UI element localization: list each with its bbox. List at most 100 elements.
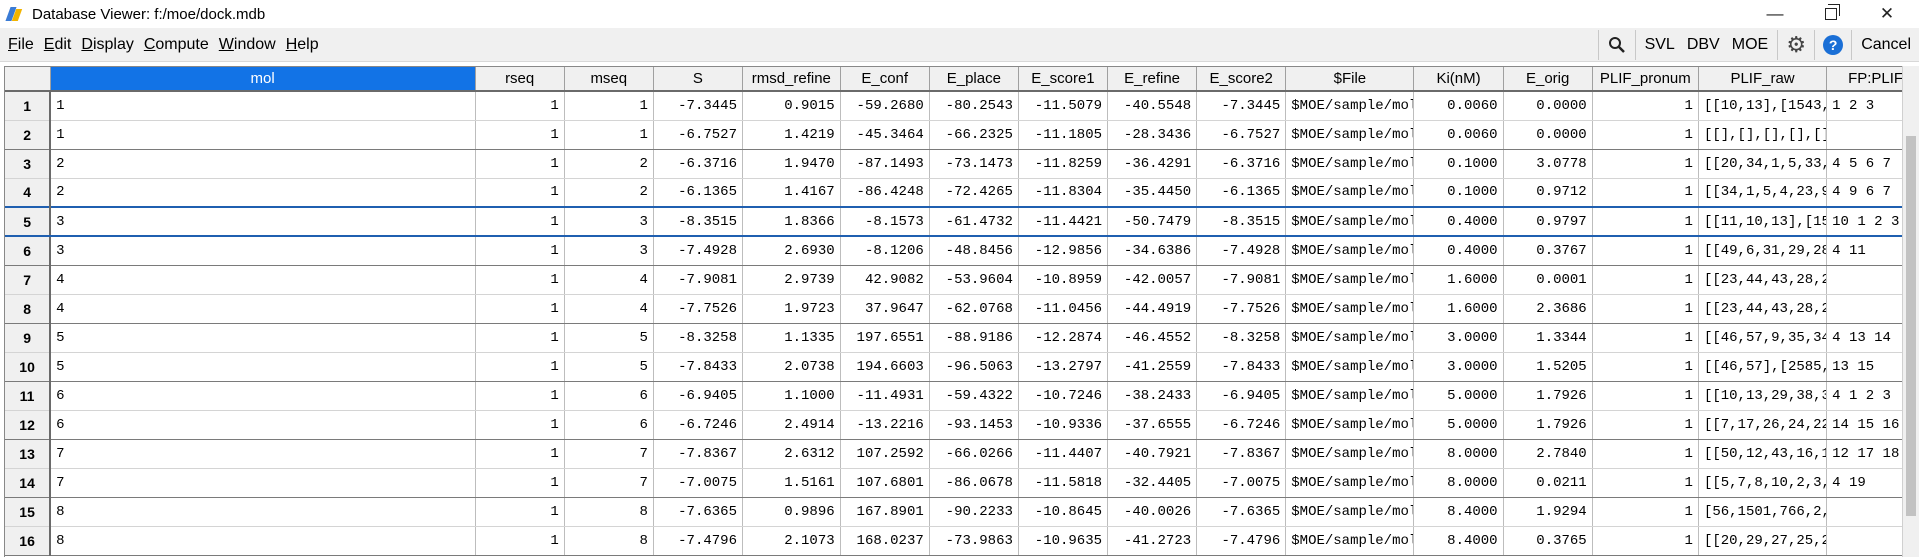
cell-e-score1[interactable]: -10.9635 bbox=[1018, 526, 1109, 556]
cell-e-place[interactable]: -80.2543 bbox=[929, 91, 1019, 121]
cell-e-score2[interactable]: -6.7246 bbox=[1196, 410, 1287, 440]
column-header-rmsd-refine[interactable]: rmsd_refine bbox=[742, 67, 841, 92]
cell-mseq[interactable]: 6 bbox=[564, 381, 654, 411]
cell-fp-plif[interactable]: 4 5 6 7 bbox=[1826, 149, 1902, 179]
cell-fp-plif[interactable]: 4 9 6 7 bbox=[1826, 178, 1902, 208]
cell-ki-nm-[interactable]: 0.1000 bbox=[1413, 178, 1504, 208]
cell-e-orig[interactable]: 0.0000 bbox=[1503, 91, 1593, 121]
cell-e-conf[interactable]: -13.2216 bbox=[840, 410, 930, 440]
cell-e-place[interactable]: -48.8456 bbox=[929, 236, 1019, 266]
cell-plif-pronum[interactable]: 1 bbox=[1592, 468, 1699, 498]
cell--file[interactable]: $MOE/sample/mol bbox=[1285, 381, 1415, 411]
cell-plif-raw[interactable]: [[23,44,43,28,2 bbox=[1698, 294, 1828, 324]
cell-mseq[interactable]: 3 bbox=[564, 206, 654, 237]
cell-rmsd-refine[interactable]: 0.9896 bbox=[742, 497, 841, 527]
column-header-plif-raw[interactable]: PLIF_raw bbox=[1698, 67, 1828, 92]
table-row[interactable]: 13 7 1 7 -7.8367 2.6312 107.2592 -66.0266 -11.44… bbox=[5, 439, 1902, 469]
cell-e-score2[interactable]: -7.8367 bbox=[1196, 439, 1287, 469]
cell-rmsd-refine[interactable]: 1.1000 bbox=[742, 381, 841, 411]
cell-mol[interactable]: 7 bbox=[50, 468, 476, 498]
cell-fp-plif[interactable] bbox=[1826, 120, 1902, 150]
cancel-button[interactable]: Cancel bbox=[1861, 36, 1911, 53]
row-number[interactable]: 11 bbox=[5, 381, 52, 411]
cell-plif-raw[interactable]: [[20,29,27,25,2 bbox=[1698, 526, 1828, 556]
cell-e-score1[interactable]: -11.8304 bbox=[1018, 178, 1109, 208]
cell-e-score2[interactable]: -6.3716 bbox=[1196, 149, 1287, 179]
cell-e-place[interactable]: -90.2233 bbox=[929, 497, 1019, 527]
cell-mseq[interactable]: 6 bbox=[564, 410, 654, 440]
column-header--file[interactable]: $File bbox=[1285, 67, 1415, 92]
cell-ki-nm-[interactable]: 0.0060 bbox=[1413, 120, 1504, 150]
cell-mseq[interactable]: 2 bbox=[564, 178, 654, 208]
cell-ki-nm-[interactable]: 1.6000 bbox=[1413, 294, 1504, 324]
cell-plif-raw[interactable]: [[34,1,5,4,23,9 bbox=[1698, 178, 1828, 208]
cell-plif-pronum[interactable]: 1 bbox=[1592, 323, 1699, 353]
cell-ki-nm-[interactable]: 0.0060 bbox=[1413, 91, 1504, 121]
cell-rseq[interactable]: 1 bbox=[475, 236, 565, 266]
cell-e-conf[interactable]: -11.4931 bbox=[840, 381, 930, 411]
cell-rmsd-refine[interactable]: 2.9739 bbox=[742, 265, 841, 295]
moe-button[interactable]: MOE bbox=[1731, 36, 1769, 53]
cell-e-score1[interactable]: -12.2874 bbox=[1018, 323, 1109, 353]
column-header-mol[interactable]: mol bbox=[50, 67, 476, 92]
cell-ki-nm-[interactable]: 8.0000 bbox=[1413, 468, 1504, 498]
cell-mol[interactable]: 6 bbox=[50, 410, 476, 440]
cell-e-orig[interactable]: 0.3767 bbox=[1503, 236, 1593, 266]
svl-button[interactable]: SVL bbox=[1644, 36, 1675, 53]
cell-e-score1[interactable]: -11.4421 bbox=[1018, 206, 1109, 237]
cell-plif-raw[interactable]: [[49,6,31,29,28 bbox=[1698, 236, 1828, 266]
cell-e-orig[interactable]: 1.5205 bbox=[1503, 352, 1593, 382]
cell-e-score1[interactable]: -12.9856 bbox=[1018, 236, 1109, 266]
cell-e-conf[interactable]: -87.1493 bbox=[840, 149, 930, 179]
close-button[interactable]: ✕ bbox=[1859, 0, 1915, 28]
table-row[interactable]: 8 4 1 4 -7.7526 1.9723 37.9647 -62.0768 -11.0456… bbox=[5, 294, 1902, 324]
row-number[interactable]: 7 bbox=[5, 265, 52, 295]
cell-e-refine[interactable]: -50.7479 bbox=[1107, 206, 1198, 237]
cell-fp-plif[interactable] bbox=[1826, 294, 1902, 324]
cell--file[interactable]: $MOE/sample/mol bbox=[1285, 265, 1415, 295]
column-header-mseq[interactable]: mseq bbox=[564, 67, 654, 92]
cell-e-score2[interactable]: -7.0075 bbox=[1196, 468, 1287, 498]
cell-e-place[interactable]: -88.9186 bbox=[929, 323, 1019, 353]
cell-plif-pronum[interactable]: 1 bbox=[1592, 410, 1699, 440]
cell-rseq[interactable]: 1 bbox=[475, 323, 565, 353]
cell-e-score2[interactable]: -6.7527 bbox=[1196, 120, 1287, 150]
cell-e-conf[interactable]: 168.0237 bbox=[840, 526, 930, 556]
row-number[interactable]: 16 bbox=[5, 526, 52, 556]
cell-e-place[interactable]: -62.0768 bbox=[929, 294, 1019, 324]
column-header-ki-nm-[interactable]: Ki(nM) bbox=[1413, 67, 1504, 92]
cell-e-conf[interactable]: -8.1573 bbox=[840, 206, 930, 237]
cell-e-refine[interactable]: -41.2723 bbox=[1107, 526, 1198, 556]
cell-plif-pronum[interactable]: 1 bbox=[1592, 91, 1699, 121]
cell-e-orig[interactable]: 1.9294 bbox=[1503, 497, 1593, 527]
cell-e-score2[interactable]: -7.6365 bbox=[1196, 497, 1287, 527]
cell-plif-pronum[interactable]: 1 bbox=[1592, 352, 1699, 382]
cell-plif-pronum[interactable]: 1 bbox=[1592, 381, 1699, 411]
cell-mseq[interactable]: 1 bbox=[564, 120, 654, 150]
table-row[interactable]: 10 5 1 5 -7.8433 2.0738 194.6603 -96.5063 -13.27… bbox=[5, 352, 1902, 382]
cell-rmsd-refine[interactable]: 2.6930 bbox=[742, 236, 841, 266]
dbv-button[interactable]: DBV bbox=[1686, 36, 1720, 53]
cell-ki-nm-[interactable]: 5.0000 bbox=[1413, 381, 1504, 411]
column-header-e-score1[interactable]: E_score1 bbox=[1018, 67, 1109, 92]
cell--file[interactable]: $MOE/sample/mol bbox=[1285, 149, 1415, 179]
row-number[interactable]: 10 bbox=[5, 352, 52, 382]
table-row[interactable]: 4 2 1 2 -6.1365 1.4167 -86.4248 -72.4265 -11.830… bbox=[5, 178, 1902, 208]
help-button[interactable]: ? bbox=[1818, 28, 1848, 62]
cell-e-score1[interactable]: -10.9336 bbox=[1018, 410, 1109, 440]
cell-fp-plif[interactable]: 4 11 bbox=[1826, 236, 1902, 266]
row-number[interactable]: 8 bbox=[5, 294, 52, 324]
cell-mol[interactable]: 3 bbox=[50, 206, 476, 237]
cell--file[interactable]: $MOE/sample/mol bbox=[1285, 352, 1415, 382]
cell-fp-plif[interactable] bbox=[1826, 526, 1902, 556]
cell-e-place[interactable]: -61.4732 bbox=[929, 206, 1019, 237]
search-button[interactable] bbox=[1602, 28, 1632, 62]
cell-plif-raw[interactable]: [[46,57,9,35,34 bbox=[1698, 323, 1828, 353]
cell-s[interactable]: -6.9405 bbox=[653, 381, 743, 411]
cell-rseq[interactable]: 1 bbox=[475, 206, 565, 237]
cell-e-conf[interactable]: 167.8901 bbox=[840, 497, 930, 527]
cell-s[interactable]: -7.4796 bbox=[653, 526, 743, 556]
cell-e-score2[interactable]: -7.3445 bbox=[1196, 91, 1287, 121]
cell--file[interactable]: $MOE/sample/mol bbox=[1285, 468, 1415, 498]
cell-rseq[interactable]: 1 bbox=[475, 265, 565, 295]
